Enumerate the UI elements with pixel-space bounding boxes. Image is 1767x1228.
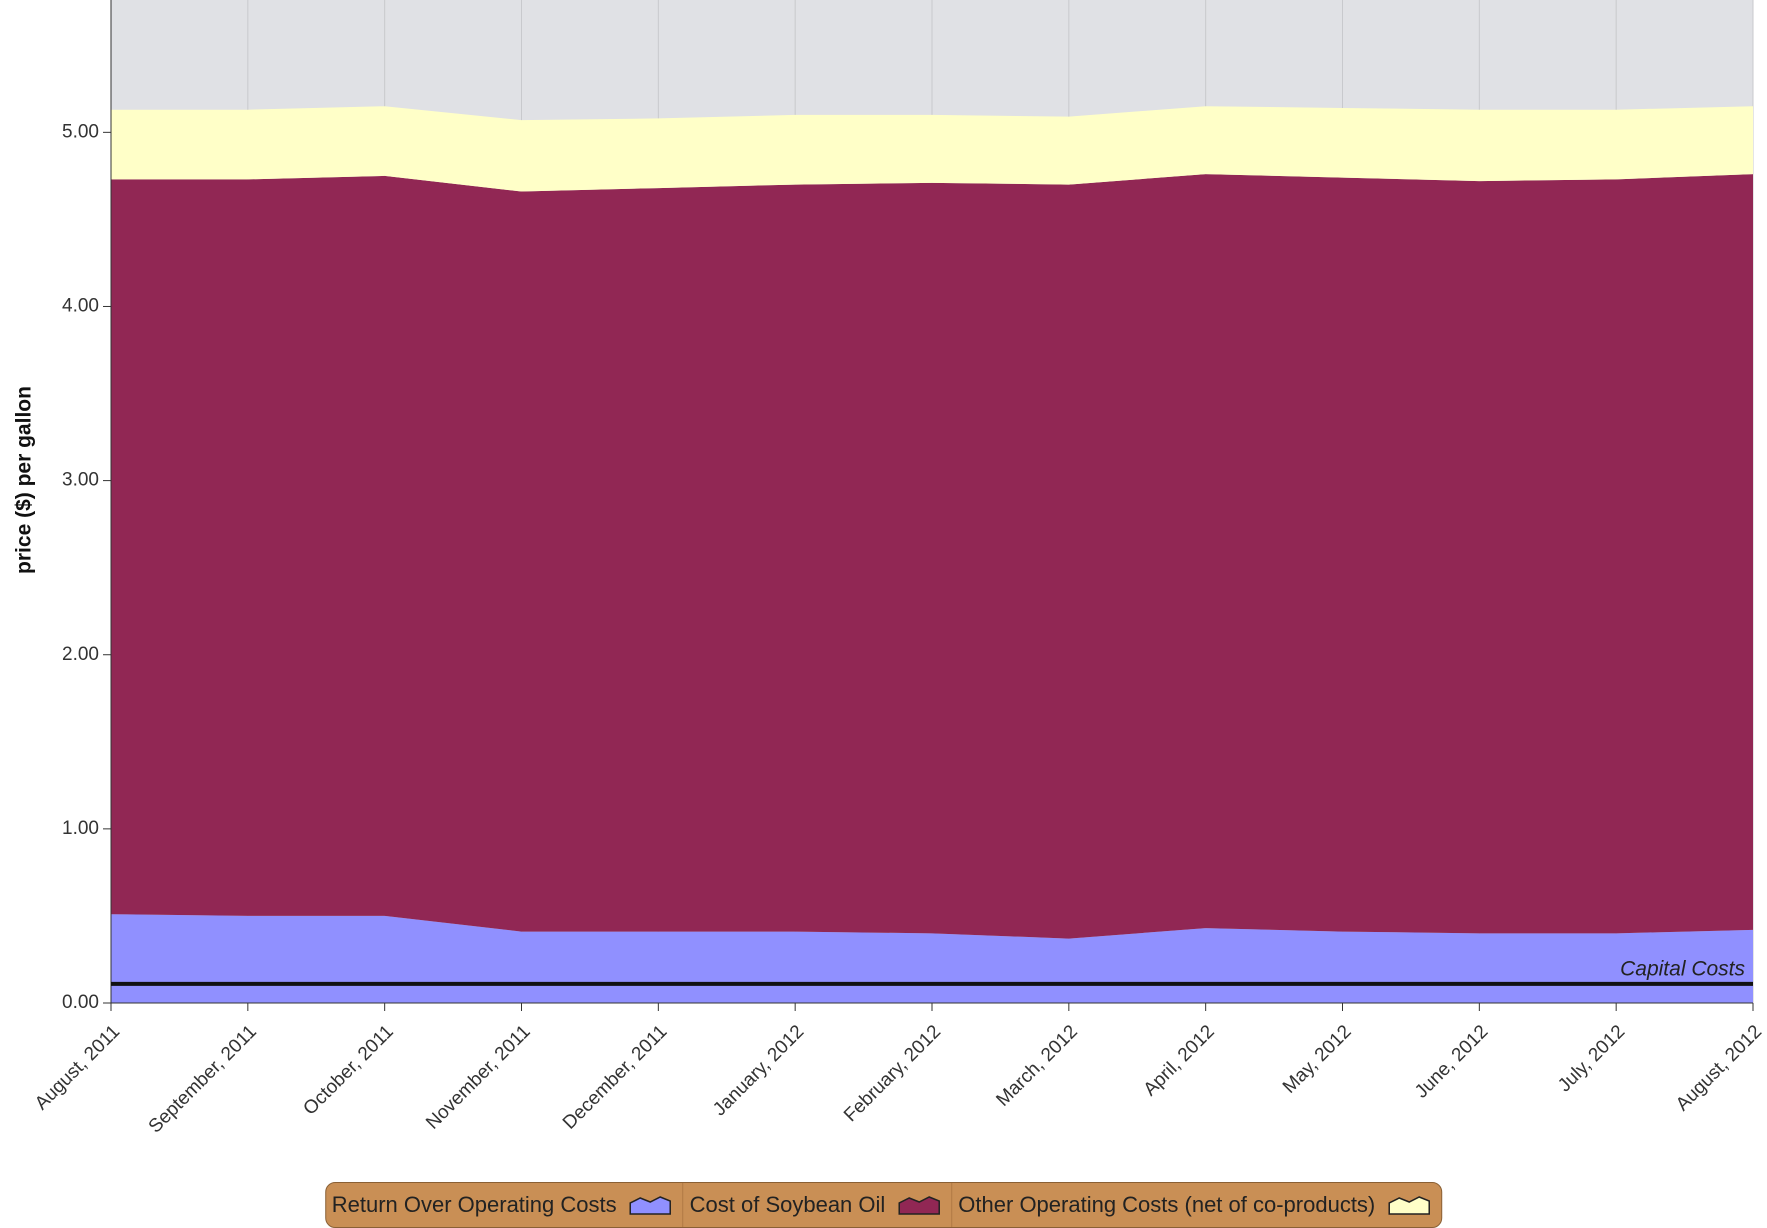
legend-label: Other Operating Costs (net of co-product… [958, 1192, 1376, 1217]
area [111, 914, 1753, 1003]
y-tick-label: 4.00 [62, 295, 99, 316]
x-tick-label: August, 2012 [1672, 1021, 1766, 1115]
legend-item: Other Operating Costs (net of co-product… [952, 1183, 1441, 1227]
x-tick-label: December, 2011 [559, 1021, 671, 1133]
x-tick-label: September, 2011 [145, 1021, 261, 1137]
y-tick-label: 5.00 [62, 121, 99, 142]
x-tick-label: October, 2011 [299, 1021, 397, 1119]
x-tick-label: August, 2011 [31, 1021, 124, 1114]
x-tick-label: April, 2012 [1140, 1021, 1219, 1100]
y-tick-label: 0.00 [62, 992, 99, 1013]
area [111, 106, 1753, 192]
y-tick-label: 3.00 [62, 470, 99, 491]
legend-swatch [1388, 1196, 1431, 1215]
legend-icon [629, 1196, 672, 1215]
x-tick-label: January, 2012 [709, 1021, 808, 1120]
y-tick-label: 2.00 [62, 644, 99, 665]
x-tick-label: May, 2012 [1279, 1021, 1356, 1098]
legend-item: Cost of Soybean Oil [684, 1183, 953, 1227]
x-tick-label: June, 2012 [1411, 1021, 1492, 1102]
legend-label: Return Over Operating Costs [331, 1192, 617, 1217]
x-tick-label: March, 2012 [992, 1021, 1082, 1111]
x-tick-label: November, 2011 [422, 1021, 534, 1133]
legend-item: Return Over Operating Costs [326, 1183, 684, 1227]
legend: Return Over Operating Costs Cost of Soybe… [324, 1182, 1443, 1228]
y-tick-label: 1.00 [62, 818, 99, 839]
legend-icon [898, 1196, 941, 1215]
chart: price ($) per gallon August, 2011 Septemb… [13, 0, 1766, 1137]
legend-swatch [898, 1196, 941, 1215]
legend-label: Cost of Soybean Oil [689, 1192, 886, 1217]
y-axis-label: price ($) per gallon [13, 386, 36, 574]
area [111, 174, 1753, 939]
x-tick-label: February, 2012 [840, 1021, 945, 1126]
legend-icon [1388, 1196, 1431, 1215]
x-tick-label: July, 2012 [1554, 1021, 1629, 1096]
legend-swatch [629, 1196, 672, 1215]
annotation-label: Capital Costs [1620, 957, 1745, 980]
